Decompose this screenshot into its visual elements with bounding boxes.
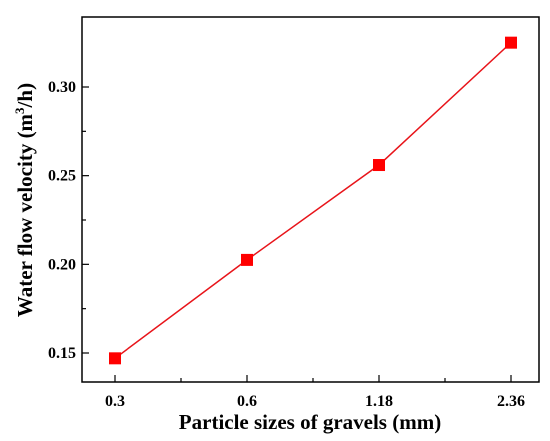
x-tick-label: 0.3 <box>105 393 125 410</box>
y-axis-title: Water flow velocity (m3/h) <box>12 83 37 317</box>
data-point-marker <box>373 159 385 172</box>
plot-frame <box>81 16 540 383</box>
y-tick-label: 0.15 <box>48 345 76 362</box>
series <box>109 36 517 365</box>
y-tick-label: 0.25 <box>48 168 76 185</box>
y-tick-label: 0.20 <box>48 256 76 273</box>
series-line <box>114 42 512 359</box>
x-axis: 0.3 0.6 1.18 2.36 <box>105 375 525 410</box>
data-point-marker <box>109 352 121 365</box>
y-tick-label: 0.30 <box>48 79 76 96</box>
y-axis-title-main: Water flow velocity (m <box>13 113 37 317</box>
y-axis-title-end: /h) <box>13 83 37 109</box>
y-axis: 0.15 0.20 0.25 0.30 <box>48 79 89 362</box>
x-tick-label: 1.18 <box>365 393 393 410</box>
x-tick-label: 2.36 <box>497 393 525 410</box>
y-axis-title-sup: 3 <box>12 107 27 114</box>
x-axis-title: Particle sizes of gravels (mm) <box>179 410 441 434</box>
x-tick-label: 0.6 <box>237 393 257 410</box>
data-point-marker <box>241 253 253 266</box>
data-point-marker <box>505 36 517 49</box>
